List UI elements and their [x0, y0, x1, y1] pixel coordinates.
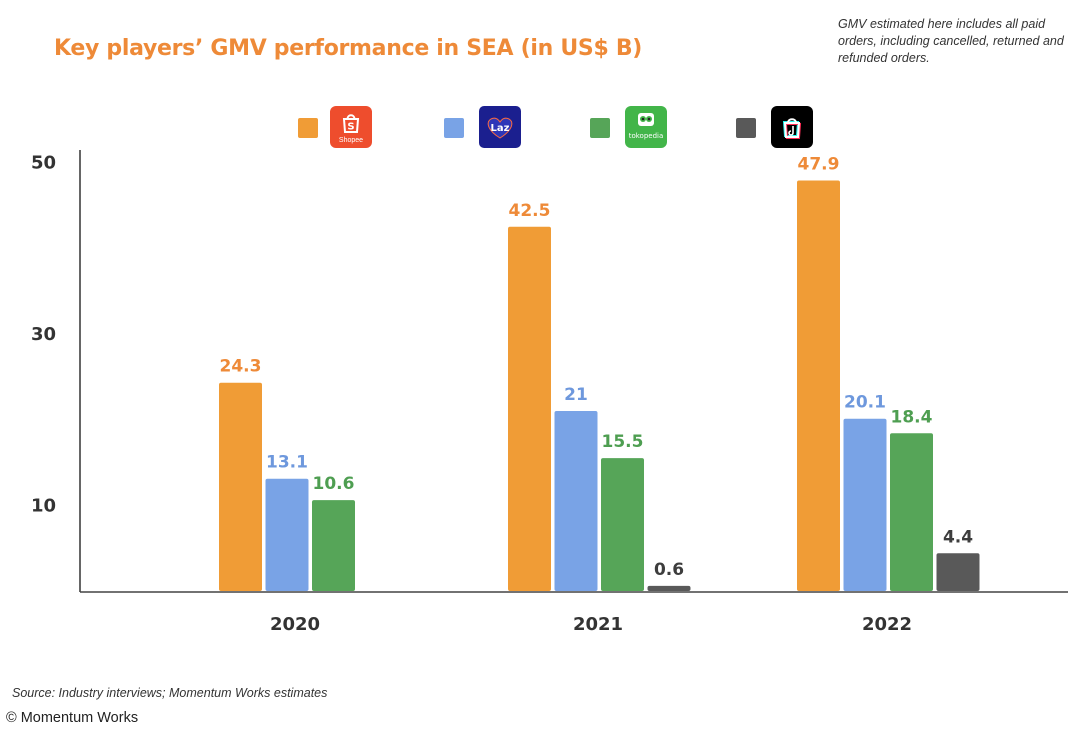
bar-tiktok-2021: [647, 585, 691, 591]
copyright: © Momentum Works: [6, 710, 139, 726]
bar-shopee-2022: [797, 180, 840, 591]
bar-shopee-2020: [219, 382, 262, 591]
shopee-logo-letter: S: [347, 121, 354, 132]
lazada-heart-icon: Laz: [487, 117, 513, 139]
bar-lazada-2020: [265, 478, 309, 591]
legend-swatch-tokopedia: [590, 118, 610, 138]
value-label-lazada-2020: 13.1: [266, 453, 308, 473]
lazada-logo-text: Laz: [491, 123, 510, 134]
tiktok-logo-icon: [771, 106, 813, 148]
x-tick-label-2022: 2022: [862, 614, 912, 635]
legend-swatch-tiktok: [736, 118, 756, 138]
x-tick-label-2021: 2021: [573, 614, 623, 635]
chart-title: Key players’ GMV performance in SEA (in …: [54, 36, 643, 61]
bar-tiktok-2022: [936, 553, 980, 591]
source-note: Source: Industry interviews; Momentum Wo…: [12, 686, 328, 700]
value-label-tiktok-2021: 0.6: [654, 560, 684, 580]
value-label-tokopedia-2021: 15.5: [602, 432, 644, 452]
lazada-logo-icon: Laz: [479, 106, 521, 148]
legend-swatch-lazada: [444, 118, 464, 138]
value-label-tokopedia-2022: 18.4: [891, 407, 933, 427]
value-label-lazada-2022: 20.1: [844, 393, 886, 413]
y-tick-label: 30: [31, 324, 56, 345]
tiktok-note-icon: [782, 118, 802, 139]
shopee-logo-caption: Shopee: [338, 136, 364, 144]
y-tick-label: 50: [31, 153, 56, 174]
bar-lazada-2021: [554, 411, 598, 591]
y-tick-label: 10: [31, 495, 56, 516]
x-tick-label-2020: 2020: [270, 614, 320, 635]
tokopedia-owl-icon: tokopedia: [629, 113, 664, 140]
bars-group: 24.3 13.110.6 42.5 21 15.5 0.6 47.9 20.118.4 4.4: [219, 154, 980, 591]
value-label-shopee-2022: 47.9: [798, 154, 840, 174]
bar-shopee-2021: [508, 226, 551, 591]
value-label-lazada-2021: 21: [564, 385, 588, 405]
bar-tokopedia-2021: [601, 458, 644, 591]
x-tick-labels: 2020 2021 2022: [270, 614, 912, 635]
bar-tokopedia-2020: [312, 500, 355, 591]
y-axis: 10 30 50: [31, 150, 81, 592]
value-label-tiktok-2022: 4.4: [943, 527, 973, 547]
bar-tokopedia-2022: [890, 433, 933, 591]
legend-swatch-shopee: [298, 118, 318, 138]
value-label-shopee-2021: 42.5: [509, 201, 551, 221]
shopee-logo-icon: S Shopee: [330, 106, 372, 148]
value-label-shopee-2020: 24.3: [220, 357, 262, 377]
shopee-bag-icon: S: [342, 113, 360, 133]
bar-lazada-2022: [843, 418, 887, 591]
tokopedia-logo-icon: tokopedia: [625, 106, 667, 148]
value-label-tokopedia-2020: 10.6: [313, 474, 355, 494]
tokopedia-logo-text: tokopedia: [629, 132, 664, 140]
chart-note: GMV estimated here includes all paid ord…: [838, 17, 1064, 65]
